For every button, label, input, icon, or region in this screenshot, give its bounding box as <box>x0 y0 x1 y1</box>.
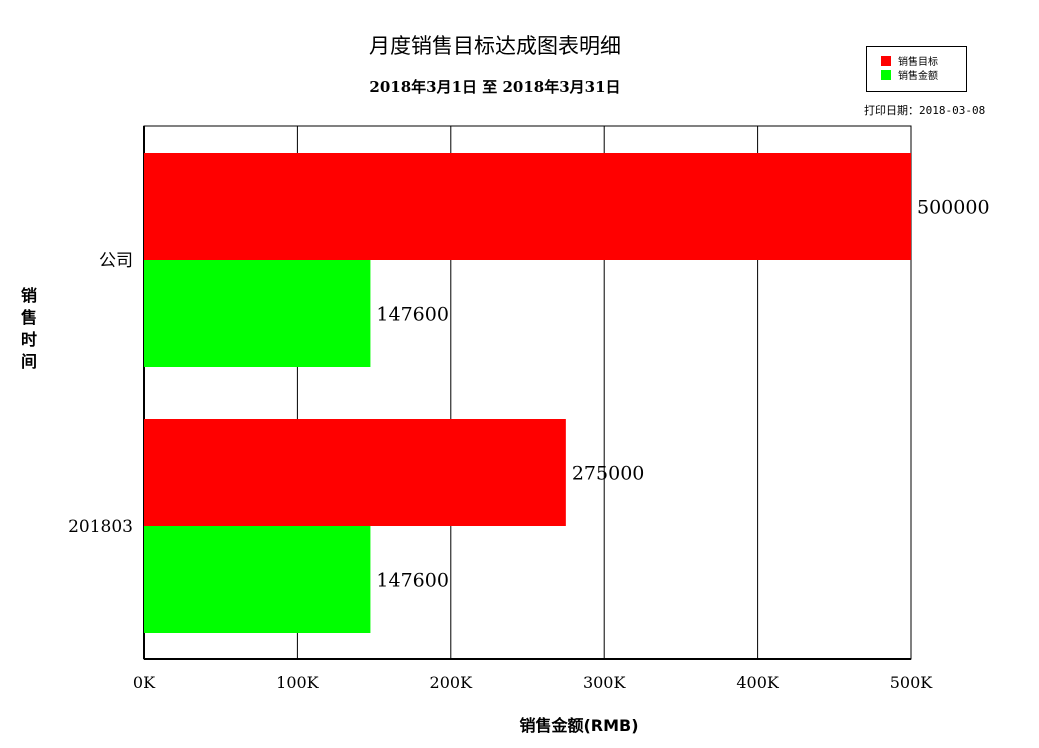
chart-title: 月度销售目标达成图表明细 <box>369 34 621 58</box>
x-tick-label: 300K <box>583 673 627 692</box>
y-axis-label: 销售时间 <box>20 286 37 371</box>
legend-swatch-target <box>881 56 891 66</box>
bar-target <box>144 153 911 260</box>
legend-item-target: 销售目标 <box>881 56 938 68</box>
data-label: 500000 <box>917 197 990 219</box>
legend-swatch-sales <box>881 70 891 80</box>
bar-sales <box>144 260 371 367</box>
x-tick-label: 500K <box>890 673 934 692</box>
x-tick-label: 100K <box>276 673 320 692</box>
data-label: 275000 <box>572 463 645 485</box>
x-axis-label: 销售金额(RMB) <box>519 716 639 735</box>
x-tick-label: 400K <box>736 673 780 692</box>
print-date: 打印日期：2018-03-08 <box>864 104 986 117</box>
legend: 销售目标 销售金额 <box>866 46 967 92</box>
bar-sales <box>144 526 371 633</box>
x-tick-label: 0K <box>133 673 156 692</box>
legend-label-sales: 销售金额 <box>898 71 938 82</box>
bar-target <box>144 419 566 526</box>
data-label: 147600 <box>376 304 449 326</box>
data-label: 147600 <box>376 570 449 592</box>
legend-item-sales: 销售金额 <box>881 70 938 82</box>
y-tick-label: 公司 <box>99 251 133 271</box>
legend-label-target: 销售目标 <box>898 57 938 68</box>
y-tick-label: 201803 <box>68 517 133 537</box>
chart-subtitle: 2018年3月1日 至 2018年3月31日 <box>369 78 621 96</box>
x-tick-label: 200K <box>430 673 474 692</box>
